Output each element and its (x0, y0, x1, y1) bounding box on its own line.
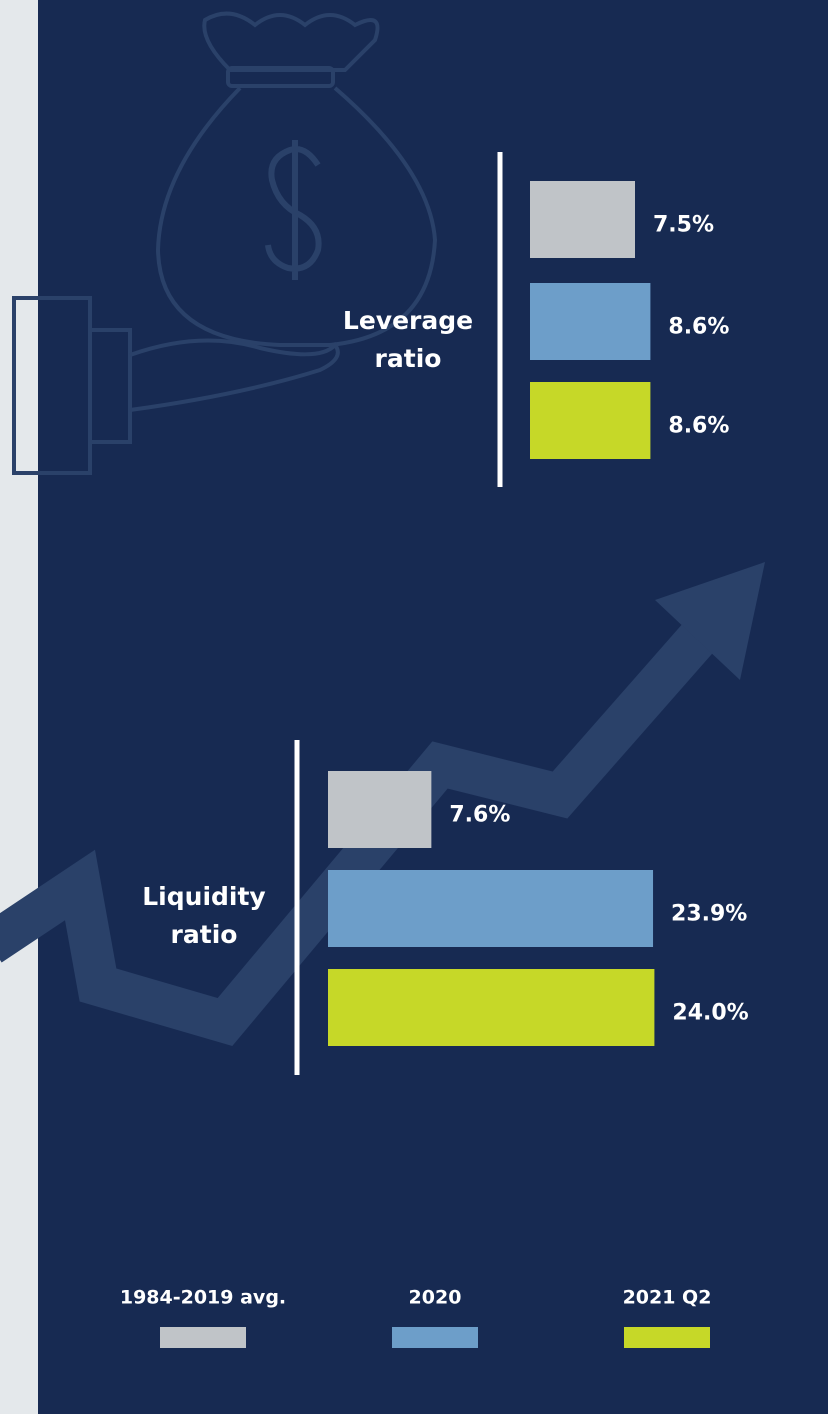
legend-label: 2020 (409, 1287, 462, 1309)
legend-swatch (392, 1327, 478, 1348)
bar (530, 181, 635, 258)
data-label: 7.6% (449, 803, 510, 828)
decoration (12, 11, 438, 475)
legend-swatch (160, 1327, 246, 1348)
bar (328, 870, 654, 947)
legend-label: 1984-2019 avg. (120, 1287, 286, 1309)
chart-title: Liquidity ratio (142, 882, 266, 949)
side-strip (0, 0, 38, 1414)
bar (530, 382, 651, 459)
chart-title: Leverage ratio (342, 306, 474, 373)
data-label: 7.5% (653, 213, 714, 238)
data-label: 8.6% (668, 315, 729, 340)
legend-label: 2021 Q2 (623, 1287, 712, 1309)
trend-arrow (0, 562, 765, 1047)
data-label: 23.9% (671, 902, 747, 927)
bar (530, 283, 651, 360)
data-label: 8.6% (668, 414, 729, 439)
legend-swatch (624, 1327, 710, 1348)
bar (328, 969, 655, 1046)
bar (328, 771, 432, 848)
data-label: 24.0% (672, 1001, 748, 1026)
